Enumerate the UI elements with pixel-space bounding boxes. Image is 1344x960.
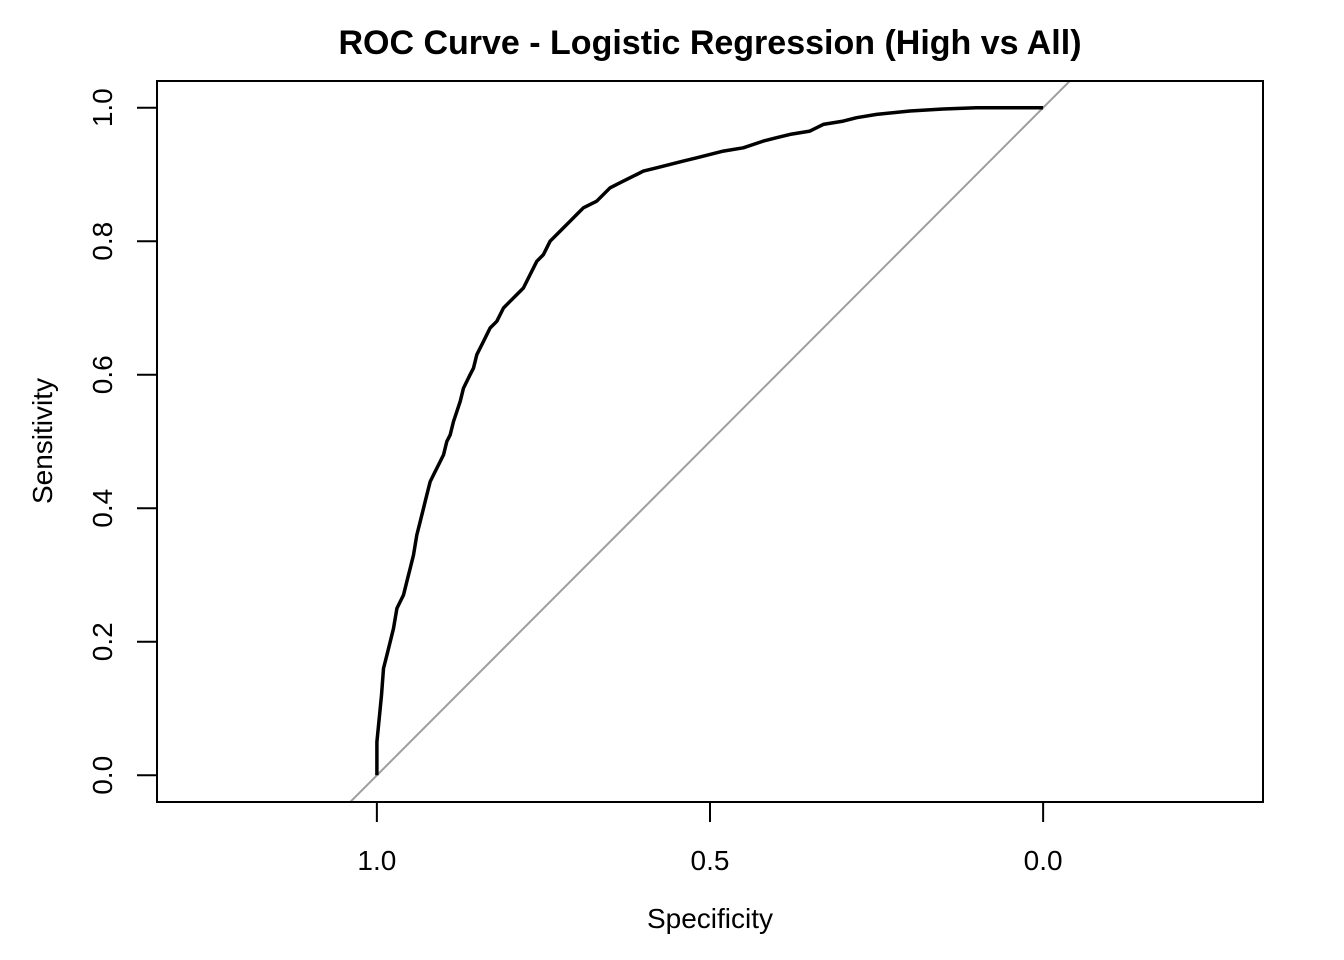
reference-diagonal-line — [348, 81, 1072, 802]
y-tick-label: 0.2 — [87, 622, 118, 661]
plot-area — [348, 81, 1072, 802]
y-tick-label: 0.6 — [87, 355, 118, 394]
x-tick-label: 1.0 — [357, 845, 396, 876]
y-tick-label: 0.8 — [87, 222, 118, 261]
y-axis: 0.0 0.2 0.4 0.6 0.8 1.0 — [87, 88, 158, 795]
y-tick-label: 0.4 — [87, 489, 118, 528]
x-tick-label: 0.0 — [1024, 845, 1063, 876]
y-tick-label: 1.0 — [87, 88, 118, 127]
plot-border — [156, 80, 1264, 803]
x-axis-title: Specificity — [647, 903, 773, 934]
x-axis: 1.0 0.5 0.0 — [357, 801, 1063, 876]
chart-title: ROC Curve - Logistic Regression (High vs… — [338, 24, 1081, 62]
y-tick-label: 0.0 — [87, 756, 118, 795]
x-tick-label: 0.5 — [691, 845, 730, 876]
roc-curve-line — [375, 105, 1044, 776]
y-axis-title: Sensitivity — [27, 378, 58, 504]
